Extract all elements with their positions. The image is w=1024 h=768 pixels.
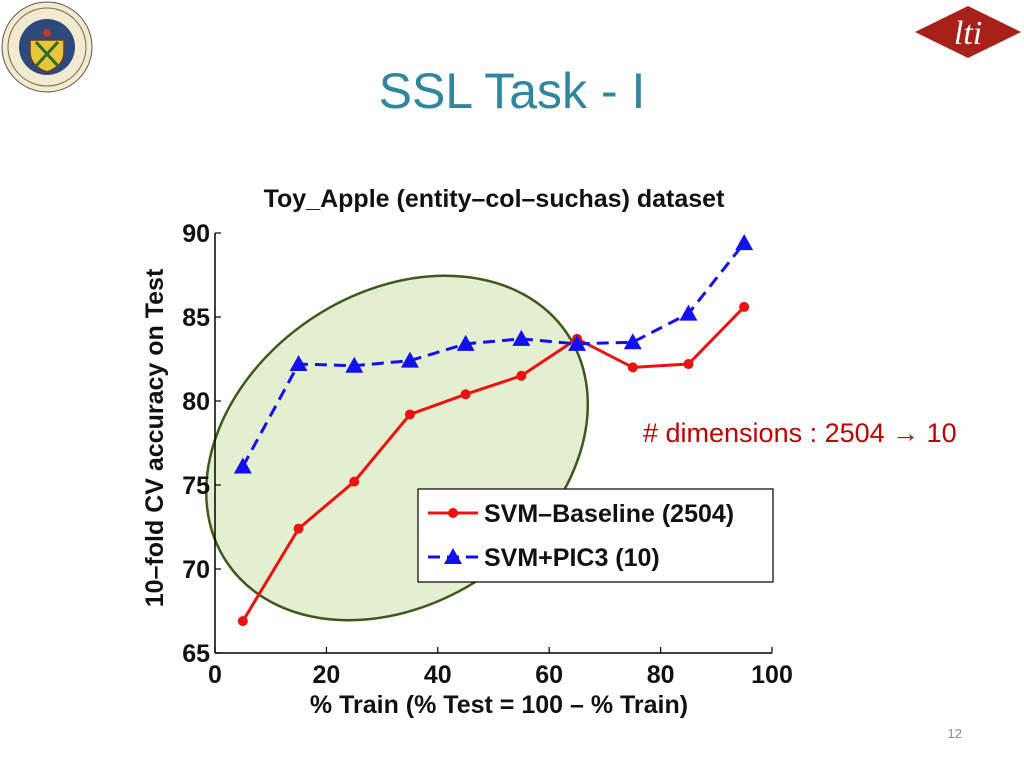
lti-logo: lti xyxy=(913,4,1023,60)
x-tick-label: 40 xyxy=(424,661,452,689)
data-point-s1-triangle xyxy=(623,333,642,350)
data-point-s1-triangle xyxy=(735,234,754,251)
slide-number: 12 xyxy=(947,726,962,741)
data-point-s0-circle xyxy=(293,523,304,534)
data-point-s1-triangle xyxy=(345,356,364,373)
y-tick-label: 80 xyxy=(182,388,210,416)
data-point-s1-triangle xyxy=(400,351,419,368)
series-line-0 xyxy=(241,305,746,622)
data-point-s1-triangle xyxy=(289,355,308,372)
data-point-s1-triangle xyxy=(679,304,698,321)
slide-title: SSL Task - I xyxy=(378,63,646,119)
y-tick-label: 85 xyxy=(182,304,210,332)
y-axis-label: 10–fold CV accuracy on Test xyxy=(141,268,169,607)
x-tick-label: 80 xyxy=(647,661,675,689)
x-axis-label: % Train (% Test = 100 – % Train) xyxy=(310,691,688,719)
data-point-s0-circle xyxy=(627,362,638,373)
legend-label-0: SVM–Baseline (2504) xyxy=(484,500,734,528)
data-point-s1-triangle xyxy=(568,334,587,351)
data-point-s0-circle xyxy=(460,389,471,400)
legend-marker-0-circle xyxy=(448,508,458,518)
data-point-s0-circle xyxy=(739,301,750,312)
y-tick-label: 90 xyxy=(182,220,210,248)
y-tick-label: 65 xyxy=(182,640,210,668)
data-point-s0-circle xyxy=(404,409,415,420)
x-tick-label: 20 xyxy=(312,661,340,689)
data-point-s1-triangle xyxy=(233,457,252,474)
data-point-s0-circle xyxy=(237,616,248,627)
x-tick-label: 60 xyxy=(535,661,563,689)
university-seal xyxy=(0,0,96,96)
x-tick-label: 0 xyxy=(208,661,222,689)
highlight-ellipse xyxy=(204,274,590,622)
legend-label-1: SVM+PIC3 (10) xyxy=(484,544,660,572)
data-point-s0-circle xyxy=(683,359,694,370)
lti-logo-text: lti xyxy=(954,15,982,52)
legend: SVM–Baseline (2504) SVM+PIC3 (10) xyxy=(417,488,774,583)
series-line-1 xyxy=(241,242,746,468)
data-point-s0-circle xyxy=(349,476,360,487)
x-tick-label: 100 xyxy=(751,661,793,689)
data-point-s0-circle xyxy=(516,370,527,381)
chart-title: Toy_Apple (entity–col–suchas) dataset xyxy=(264,185,725,213)
legend-box xyxy=(417,488,774,583)
legend-marker-1-triangle xyxy=(444,548,462,564)
y-tick-label: 75 xyxy=(182,472,210,500)
y-tick-label: 70 xyxy=(182,556,210,584)
dimensions-annotation: # dimensions : 2504 → 10 xyxy=(643,418,957,448)
data-point-s1-triangle xyxy=(512,329,531,346)
data-point-s1-triangle xyxy=(456,334,475,351)
